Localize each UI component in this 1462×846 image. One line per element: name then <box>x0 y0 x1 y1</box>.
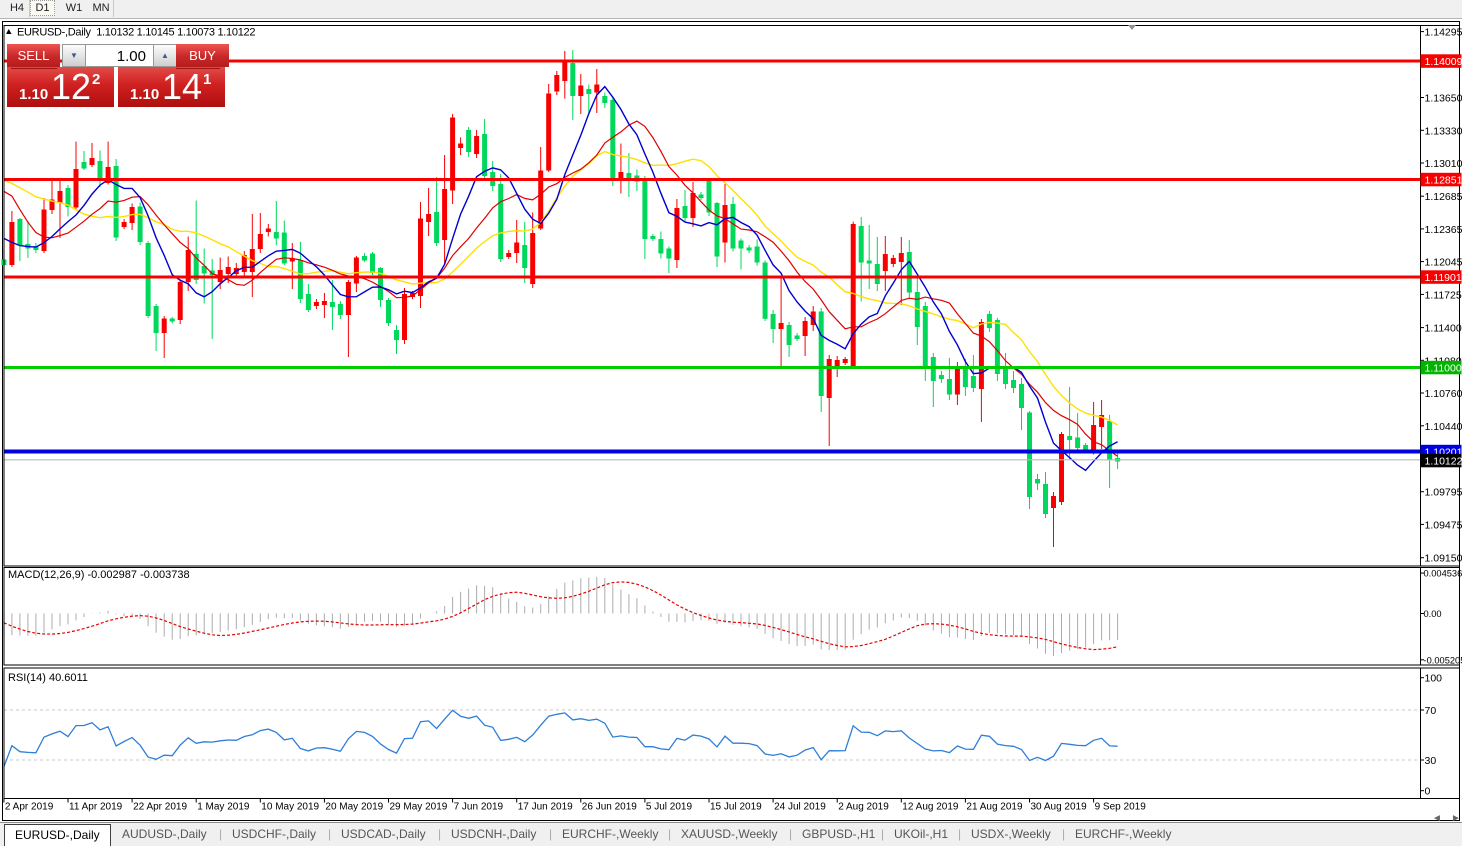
svg-text:30 Aug 2019: 30 Aug 2019 <box>1031 802 1088 813</box>
svg-text:70: 70 <box>1425 705 1437 717</box>
svg-text:1.09795: 1.09795 <box>1425 487 1462 499</box>
svg-text:9 Sep 2019: 9 Sep 2019 <box>1095 802 1147 813</box>
svg-text:26 Jun 2019: 26 Jun 2019 <box>582 802 637 813</box>
svg-text:◄: ◄ <box>1432 813 1442 824</box>
svg-text:20 May 2019: 20 May 2019 <box>325 802 383 813</box>
svg-text:11 Apr 2019: 11 Apr 2019 <box>69 802 123 813</box>
svg-text:100: 100 <box>1425 673 1443 685</box>
svg-text:0: 0 <box>1425 786 1431 798</box>
svg-text:1.13650: 1.13650 <box>1425 93 1462 105</box>
svg-text:30: 30 <box>1425 755 1437 767</box>
svg-text:1.12851: 1.12851 <box>1425 175 1462 187</box>
svg-text:22 Apr 2019: 22 Apr 2019 <box>133 802 187 813</box>
svg-text:29 May 2019: 29 May 2019 <box>390 802 448 813</box>
svg-text:1.09475: 1.09475 <box>1425 519 1462 531</box>
svg-text:7 Jun 2019: 7 Jun 2019 <box>454 802 504 813</box>
svg-text:1.11000: 1.11000 <box>1425 363 1462 375</box>
svg-text:►: ► <box>1451 813 1461 824</box>
svg-text:1.13330: 1.13330 <box>1425 125 1462 137</box>
svg-text:1.13010: 1.13010 <box>1425 158 1462 170</box>
svg-text:1.12045: 1.12045 <box>1425 257 1462 269</box>
svg-text:1.11725: 1.11725 <box>1425 289 1462 301</box>
svg-text:1 May 2019: 1 May 2019 <box>197 802 250 813</box>
svg-text:1.10440: 1.10440 <box>1425 421 1462 433</box>
svg-text:2 Apr 2019: 2 Apr 2019 <box>5 802 54 813</box>
svg-text:1.10760: 1.10760 <box>1425 388 1462 400</box>
svg-text:1.09150: 1.09150 <box>1425 553 1462 565</box>
svg-text:24 Jul 2019: 24 Jul 2019 <box>774 802 826 813</box>
svg-text:1.12685: 1.12685 <box>1425 191 1462 203</box>
svg-text:EURUSD-,Daily 1.10132 1.10145: EURUSD-,Daily 1.10132 1.10145 1.10073 1.… <box>17 27 255 39</box>
svg-text:1.10122: 1.10122 <box>1425 456 1462 468</box>
svg-text:10 May 2019: 10 May 2019 <box>261 802 319 813</box>
svg-text:1.11400: 1.11400 <box>1425 323 1462 335</box>
svg-text:1.11901: 1.11901 <box>1425 272 1462 284</box>
svg-text:12 Aug 2019: 12 Aug 2019 <box>902 802 959 813</box>
svg-text:15 Jul 2019: 15 Jul 2019 <box>710 802 762 813</box>
svg-text:RSI(14) 40.6011: RSI(14) 40.6011 <box>8 672 88 684</box>
svg-text:5 Jul 2019: 5 Jul 2019 <box>646 802 693 813</box>
svg-text:1.12365: 1.12365 <box>1425 224 1462 236</box>
svg-text:0.00: 0.00 <box>1424 609 1442 619</box>
svg-text:1.14009: 1.14009 <box>1425 56 1462 68</box>
svg-text:1.14295: 1.14295 <box>1425 27 1462 39</box>
svg-text:0.004536: 0.004536 <box>1424 569 1462 579</box>
svg-text:2 Aug 2019: 2 Aug 2019 <box>838 802 889 813</box>
svg-text:-0.005205: -0.005205 <box>1424 655 1462 665</box>
svg-text:MACD(12,26,9) -0.002987 -0.003: MACD(12,26,9) -0.002987 -0.003738 <box>8 569 190 581</box>
svg-text:21 Aug 2019: 21 Aug 2019 <box>966 802 1023 813</box>
svg-text:17 Jun 2019: 17 Jun 2019 <box>518 802 573 813</box>
